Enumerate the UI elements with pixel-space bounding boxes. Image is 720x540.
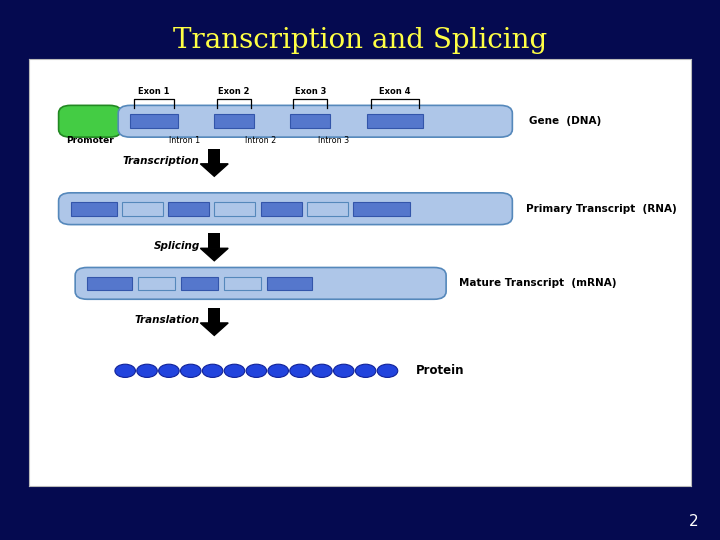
Text: 2: 2 bbox=[689, 514, 698, 529]
Text: Transcription and Splicing: Transcription and Splicing bbox=[173, 27, 547, 54]
